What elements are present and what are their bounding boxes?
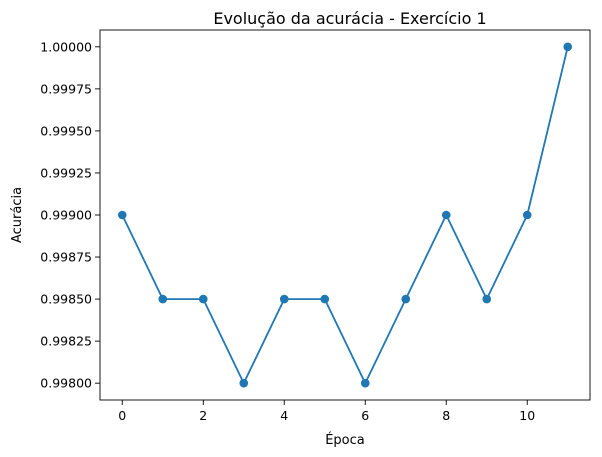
y-tick-label: 0.99975 xyxy=(40,81,92,96)
data-point xyxy=(198,294,208,304)
y-tick-label: 0.99925 xyxy=(40,165,92,180)
data-point xyxy=(360,378,370,388)
y-tick-label: 0.99800 xyxy=(40,376,92,391)
data-point xyxy=(320,294,330,304)
series-line xyxy=(121,46,569,385)
data-point xyxy=(522,210,532,220)
data-point xyxy=(239,378,249,388)
plot-area xyxy=(117,42,573,388)
chart-title: Evolução da acurácia - Exercício 1 xyxy=(213,9,486,28)
x-tick-label: 6 xyxy=(361,408,369,423)
y-tick-label: 0.99850 xyxy=(40,292,92,307)
y-tick-label: 0.99875 xyxy=(40,250,92,265)
data-point xyxy=(563,42,573,52)
x-tick-label: 4 xyxy=(280,408,288,423)
data-point xyxy=(482,294,492,304)
x-tick-label: 10 xyxy=(519,408,535,423)
data-point xyxy=(117,210,127,220)
data-point xyxy=(441,210,451,220)
y-tick-label: 0.99900 xyxy=(40,208,92,223)
x-tick-label: 0 xyxy=(118,408,126,423)
data-point xyxy=(279,294,289,304)
data-point xyxy=(158,294,168,304)
x-tick-label: 2 xyxy=(199,408,207,423)
y-tick-label: 0.99950 xyxy=(40,123,92,138)
data-point xyxy=(401,294,411,304)
x-axis-label: Época xyxy=(325,432,365,448)
y-axis-label: Acurácia xyxy=(10,187,25,243)
y-tick-label: 1.00000 xyxy=(40,39,92,54)
y-tick-label: 0.99825 xyxy=(40,334,92,349)
x-tick-label: 8 xyxy=(442,408,450,423)
